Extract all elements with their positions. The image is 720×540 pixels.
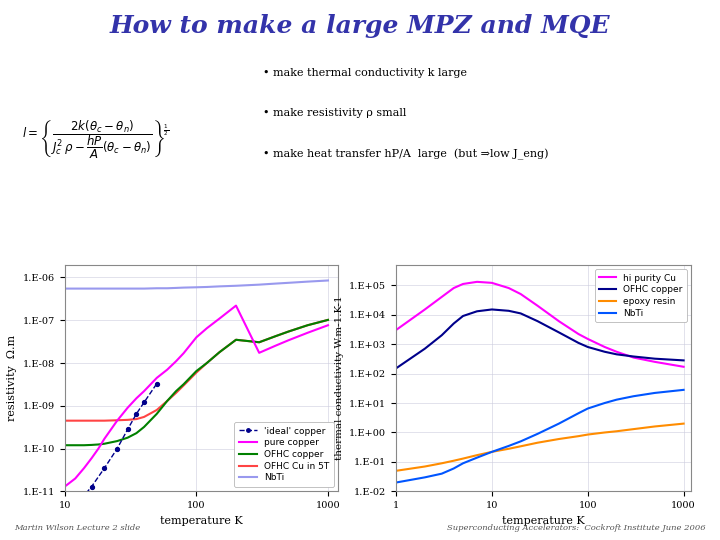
Text: • make resistivity ρ small: • make resistivity ρ small (263, 108, 406, 118)
Y-axis label: thermal conductivity W.m-1.K-1: thermal conductivity W.m-1.K-1 (335, 296, 343, 460)
Text: Martin Wilson Lecture 2 slide: Martin Wilson Lecture 2 slide (14, 524, 140, 532)
Text: • make heat transfer hP/A  large  (but ⇒low J_eng): • make heat transfer hP/A large (but ⇒lo… (263, 148, 549, 160)
Legend: 'ideal' copper, pure copper, OFHC copper, OFHC Cu in 5T, NbTi: 'ideal' copper, pure copper, OFHC copper… (234, 422, 334, 487)
Text: Superconducting Accelerators:  Cockroft Institute June 2006: Superconducting Accelerators: Cockroft I… (447, 524, 706, 532)
Text: • make thermal conductivity k large: • make thermal conductivity k large (263, 68, 467, 78)
Legend: hi purity Cu, OFHC copper, epoxy resin, NbTi: hi purity Cu, OFHC copper, epoxy resin, … (595, 269, 687, 322)
X-axis label: temperature K: temperature K (161, 516, 243, 525)
X-axis label: temperature K: temperature K (503, 516, 585, 525)
Text: How to make a large MPZ and MQE: How to make a large MPZ and MQE (109, 14, 611, 37)
Y-axis label: resistivity  Ω.m: resistivity Ω.m (7, 335, 17, 421)
Text: $l = \left\{\dfrac{2k(\theta_c - \theta_n)}{J_c^2\,\rho - \dfrac{hP}{A}(\theta_c: $l = \left\{\dfrac{2k(\theta_c - \theta_… (22, 119, 169, 161)
